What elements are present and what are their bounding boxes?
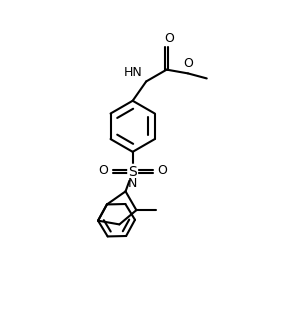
Text: O: O [157,164,167,177]
Text: O: O [183,57,193,70]
Text: S: S [128,165,137,179]
Text: HN: HN [124,66,143,79]
Text: O: O [99,164,109,177]
Text: O: O [164,32,174,45]
Text: N: N [128,177,137,190]
